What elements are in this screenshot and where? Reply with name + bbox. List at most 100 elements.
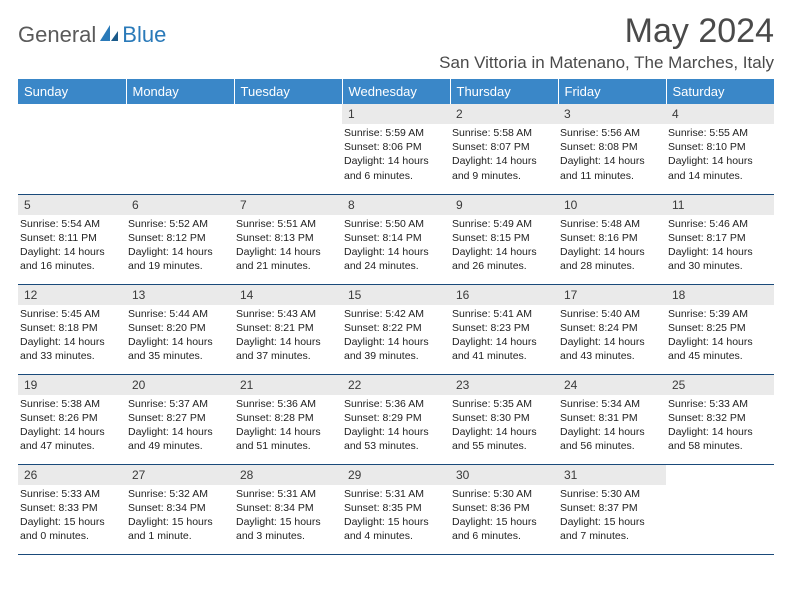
calendar-day-cell: 3Sunrise: 5:56 AMSunset: 8:08 PMDaylight…	[558, 104, 666, 194]
daylight-line: Daylight: 14 hours and 9 minutes.	[452, 154, 554, 182]
calendar-week-row: 5Sunrise: 5:54 AMSunset: 8:11 PMDaylight…	[18, 194, 774, 284]
sunset-line: Sunset: 8:11 PM	[20, 231, 122, 245]
daylight-line: Daylight: 14 hours and 30 minutes.	[668, 245, 770, 273]
logo: General Blue	[18, 22, 166, 48]
day-number: 26	[18, 465, 126, 485]
daylight-line: Daylight: 15 hours and 0 minutes.	[20, 515, 122, 543]
daylight-line: Daylight: 14 hours and 39 minutes.	[344, 335, 446, 363]
calendar-day-cell: 22Sunrise: 5:36 AMSunset: 8:29 PMDayligh…	[342, 374, 450, 464]
day-number: 22	[342, 375, 450, 395]
sunset-line: Sunset: 8:25 PM	[668, 321, 770, 335]
day-details: Sunrise: 5:50 AMSunset: 8:14 PMDaylight:…	[342, 215, 450, 276]
day-details: Sunrise: 5:30 AMSunset: 8:36 PMDaylight:…	[450, 485, 558, 546]
day-number: 30	[450, 465, 558, 485]
calendar-day-cell: 16Sunrise: 5:41 AMSunset: 8:23 PMDayligh…	[450, 284, 558, 374]
day-details: Sunrise: 5:32 AMSunset: 8:34 PMDaylight:…	[126, 485, 234, 546]
calendar-day-cell: 26Sunrise: 5:33 AMSunset: 8:33 PMDayligh…	[18, 464, 126, 554]
daylight-line: Daylight: 14 hours and 11 minutes.	[560, 154, 662, 182]
day-details: Sunrise: 5:43 AMSunset: 8:21 PMDaylight:…	[234, 305, 342, 366]
sunrise-line: Sunrise: 5:45 AM	[20, 307, 122, 321]
daylight-line: Daylight: 14 hours and 41 minutes.	[452, 335, 554, 363]
day-details: Sunrise: 5:33 AMSunset: 8:33 PMDaylight:…	[18, 485, 126, 546]
calendar-day-cell: 17Sunrise: 5:40 AMSunset: 8:24 PMDayligh…	[558, 284, 666, 374]
day-details: Sunrise: 5:45 AMSunset: 8:18 PMDaylight:…	[18, 305, 126, 366]
sunset-line: Sunset: 8:08 PM	[560, 140, 662, 154]
sunrise-line: Sunrise: 5:49 AM	[452, 217, 554, 231]
day-number: 8	[342, 195, 450, 215]
day-details: Sunrise: 5:40 AMSunset: 8:24 PMDaylight:…	[558, 305, 666, 366]
logo-sail-icon	[98, 23, 120, 48]
sunset-line: Sunset: 8:31 PM	[560, 411, 662, 425]
daylight-line: Daylight: 14 hours and 45 minutes.	[668, 335, 770, 363]
day-details: Sunrise: 5:59 AMSunset: 8:06 PMDaylight:…	[342, 124, 450, 185]
calendar-day-cell: 14Sunrise: 5:43 AMSunset: 8:21 PMDayligh…	[234, 284, 342, 374]
day-details: Sunrise: 5:44 AMSunset: 8:20 PMDaylight:…	[126, 305, 234, 366]
sunset-line: Sunset: 8:18 PM	[20, 321, 122, 335]
calendar-day-cell: 23Sunrise: 5:35 AMSunset: 8:30 PMDayligh…	[450, 374, 558, 464]
day-number: 23	[450, 375, 558, 395]
calendar-day-cell: 19Sunrise: 5:38 AMSunset: 8:26 PMDayligh…	[18, 374, 126, 464]
day-details: Sunrise: 5:51 AMSunset: 8:13 PMDaylight:…	[234, 215, 342, 276]
daylight-line: Daylight: 14 hours and 55 minutes.	[452, 425, 554, 453]
calendar-day-cell	[18, 104, 126, 194]
daylight-line: Daylight: 15 hours and 7 minutes.	[560, 515, 662, 543]
calendar-day-cell: 4Sunrise: 5:55 AMSunset: 8:10 PMDaylight…	[666, 104, 774, 194]
calendar-day-cell: 27Sunrise: 5:32 AMSunset: 8:34 PMDayligh…	[126, 464, 234, 554]
sunrise-line: Sunrise: 5:44 AM	[128, 307, 230, 321]
day-number: 21	[234, 375, 342, 395]
day-details: Sunrise: 5:30 AMSunset: 8:37 PMDaylight:…	[558, 485, 666, 546]
sunrise-line: Sunrise: 5:31 AM	[344, 487, 446, 501]
calendar-day-cell: 2Sunrise: 5:58 AMSunset: 8:07 PMDaylight…	[450, 104, 558, 194]
day-details: Sunrise: 5:36 AMSunset: 8:29 PMDaylight:…	[342, 395, 450, 456]
sunrise-line: Sunrise: 5:59 AM	[344, 126, 446, 140]
calendar-day-cell: 29Sunrise: 5:31 AMSunset: 8:35 PMDayligh…	[342, 464, 450, 554]
daylight-line: Daylight: 14 hours and 26 minutes.	[452, 245, 554, 273]
daylight-line: Daylight: 14 hours and 6 minutes.	[344, 154, 446, 182]
location: San Vittoria in Matenano, The Marches, I…	[439, 53, 774, 73]
sunrise-line: Sunrise: 5:35 AM	[452, 397, 554, 411]
sunset-line: Sunset: 8:22 PM	[344, 321, 446, 335]
daylight-line: Daylight: 14 hours and 28 minutes.	[560, 245, 662, 273]
sunrise-line: Sunrise: 5:34 AM	[560, 397, 662, 411]
logo-text-blue: Blue	[122, 22, 166, 48]
sunrise-line: Sunrise: 5:36 AM	[344, 397, 446, 411]
sunset-line: Sunset: 8:23 PM	[452, 321, 554, 335]
day-details: Sunrise: 5:48 AMSunset: 8:16 PMDaylight:…	[558, 215, 666, 276]
daylight-line: Daylight: 15 hours and 4 minutes.	[344, 515, 446, 543]
day-number: 10	[558, 195, 666, 215]
logo-text-general: General	[18, 22, 96, 48]
daylight-line: Daylight: 15 hours and 6 minutes.	[452, 515, 554, 543]
day-header: Sunday	[18, 79, 126, 104]
day-number: 7	[234, 195, 342, 215]
day-details: Sunrise: 5:55 AMSunset: 8:10 PMDaylight:…	[666, 124, 774, 185]
calendar-day-cell: 8Sunrise: 5:50 AMSunset: 8:14 PMDaylight…	[342, 194, 450, 284]
daylight-line: Daylight: 14 hours and 53 minutes.	[344, 425, 446, 453]
calendar-day-cell: 25Sunrise: 5:33 AMSunset: 8:32 PMDayligh…	[666, 374, 774, 464]
sunrise-line: Sunrise: 5:42 AM	[344, 307, 446, 321]
day-details: Sunrise: 5:54 AMSunset: 8:11 PMDaylight:…	[18, 215, 126, 276]
calendar-day-cell: 31Sunrise: 5:30 AMSunset: 8:37 PMDayligh…	[558, 464, 666, 554]
calendar-day-cell: 24Sunrise: 5:34 AMSunset: 8:31 PMDayligh…	[558, 374, 666, 464]
day-header: Tuesday	[234, 79, 342, 104]
sunset-line: Sunset: 8:12 PM	[128, 231, 230, 245]
day-number: 2	[450, 104, 558, 124]
daylight-line: Daylight: 14 hours and 37 minutes.	[236, 335, 338, 363]
calendar-day-cell	[234, 104, 342, 194]
sunrise-line: Sunrise: 5:31 AM	[236, 487, 338, 501]
calendar-day-cell: 12Sunrise: 5:45 AMSunset: 8:18 PMDayligh…	[18, 284, 126, 374]
sunrise-line: Sunrise: 5:39 AM	[668, 307, 770, 321]
calendar-day-cell	[126, 104, 234, 194]
daylight-line: Daylight: 14 hours and 56 minutes.	[560, 425, 662, 453]
calendar-table: SundayMondayTuesdayWednesdayThursdayFrid…	[18, 79, 774, 555]
sunrise-line: Sunrise: 5:48 AM	[560, 217, 662, 231]
sunset-line: Sunset: 8:13 PM	[236, 231, 338, 245]
sunrise-line: Sunrise: 5:46 AM	[668, 217, 770, 231]
day-details: Sunrise: 5:39 AMSunset: 8:25 PMDaylight:…	[666, 305, 774, 366]
day-number: 5	[18, 195, 126, 215]
day-number: 9	[450, 195, 558, 215]
day-number: 31	[558, 465, 666, 485]
sunset-line: Sunset: 8:07 PM	[452, 140, 554, 154]
calendar-day-cell: 20Sunrise: 5:37 AMSunset: 8:27 PMDayligh…	[126, 374, 234, 464]
calendar-day-cell: 13Sunrise: 5:44 AMSunset: 8:20 PMDayligh…	[126, 284, 234, 374]
day-header-row: SundayMondayTuesdayWednesdayThursdayFrid…	[18, 79, 774, 104]
